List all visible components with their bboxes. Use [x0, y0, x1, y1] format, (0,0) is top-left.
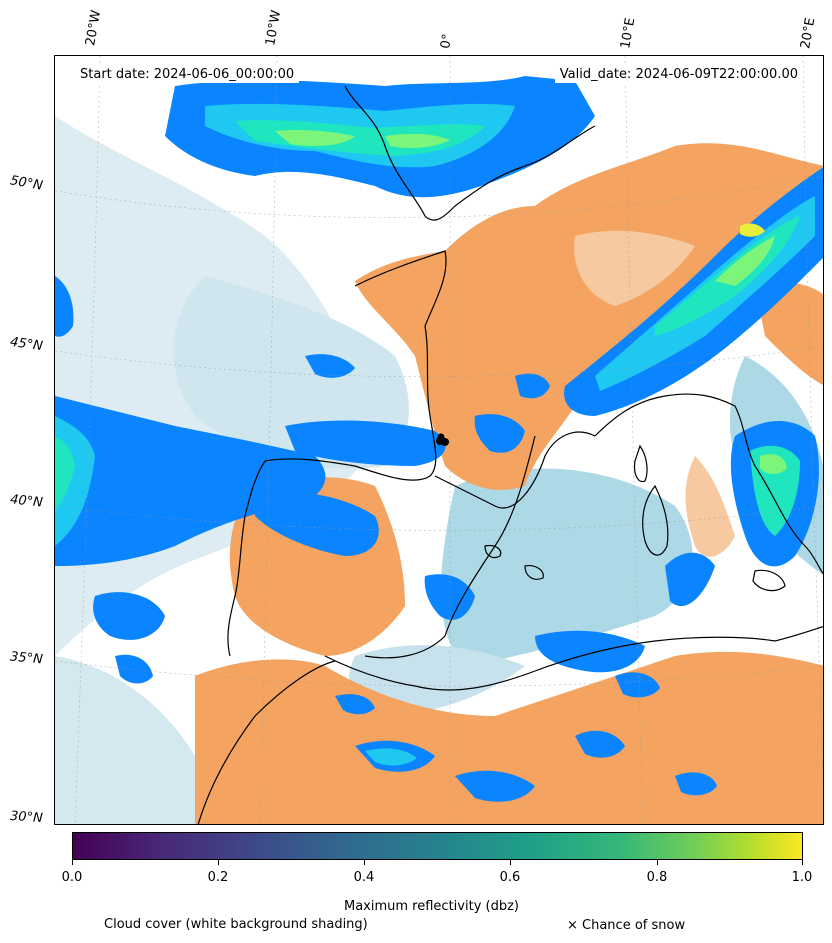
weather-map[interactable]: Start date: 2024-06-06_00:00:00 Valid_da… — [54, 55, 824, 825]
lon-label-20w: 20°W — [83, 9, 105, 48]
lon-label-10e: 10°E — [618, 16, 639, 51]
reflectivity-spain-east — [305, 354, 550, 620]
lat-label-40n: 40°N — [9, 492, 44, 511]
valid-date-label: Valid_date: 2024-06-09T22:00:00.00 — [554, 66, 803, 83]
reflectivity-atlantic — [55, 276, 446, 684]
land-italy-south — [685, 456, 735, 557]
lat-label-45n: 45°N — [9, 334, 44, 355]
reflectivity-alpine-band — [564, 167, 823, 416]
snow-marker-pyrenees — [436, 433, 449, 446]
lat-label-50n: 50°N — [8, 173, 44, 194]
colorbar-tick-3 — [510, 860, 511, 865]
colorbar-title: Maximum reflectivity (dbz) — [344, 899, 519, 914]
colorbar-tick-5 — [802, 860, 803, 865]
map-canvas — [55, 56, 823, 824]
colorbar-label-2: 0.4 — [353, 870, 375, 885]
colorbar-tick-4 — [657, 860, 658, 865]
colorbar-label-5: 1.0 — [791, 870, 813, 885]
cloud-cover-atlantic — [173, 276, 409, 469]
lon-label-20e: 20°E — [798, 16, 819, 51]
cloud-cover-southwest — [55, 656, 195, 824]
land-central-europe-light — [574, 230, 695, 306]
coastlines — [197, 85, 823, 824]
graticule — [55, 56, 823, 824]
start-date-label: Start date: 2024-06-06_00:00:00 — [75, 66, 300, 83]
snow-legend: × Chance of snow — [567, 918, 686, 933]
colorbar-label-0: 0.0 — [61, 870, 83, 885]
reflectivity-italy — [665, 421, 819, 607]
lat-label-35n: 35°N — [9, 649, 44, 668]
lon-label-10w: 10°W — [263, 9, 285, 48]
colorbar-tick-0 — [72, 860, 73, 865]
colorbar-label-3: 0.6 — [499, 870, 521, 885]
land-france — [355, 143, 823, 490]
cloud-cover-legend: Cloud cover (white background shading) — [104, 917, 368, 932]
lon-label-0: 0° — [438, 32, 456, 50]
reflectivity-north-africa — [335, 630, 717, 802]
reflectivity-colorbar — [72, 832, 803, 860]
colorbar-label-4: 0.8 — [646, 870, 668, 885]
cloud-cover-med — [441, 468, 693, 666]
reflectivity-north-band — [165, 76, 595, 198]
colorbar-label-1: 0.2 — [207, 870, 229, 885]
land-balkans — [755, 281, 823, 385]
colorbar-tick-2 — [364, 860, 365, 865]
colorbar-tick-1 — [218, 860, 219, 865]
lat-label-30n: 30°N — [9, 808, 44, 827]
